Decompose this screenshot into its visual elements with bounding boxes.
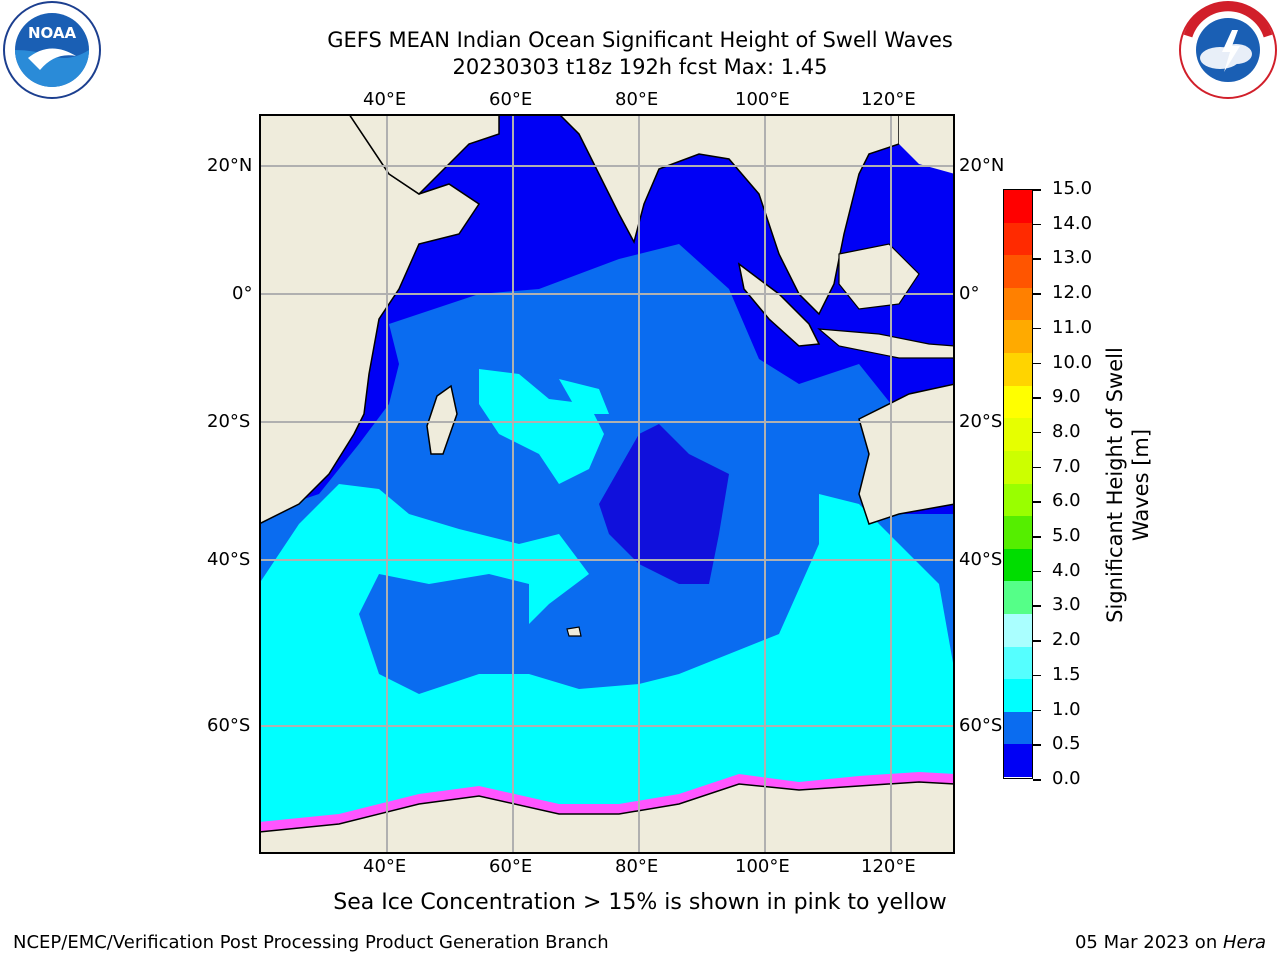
footer-host: Hera xyxy=(1222,932,1266,953)
lat-label-right-0: 0° xyxy=(959,283,980,304)
lat-label-left-20s: 20°S xyxy=(207,411,251,432)
colorbar-segment xyxy=(1004,711,1032,745)
land-australia xyxy=(858,383,955,525)
colorbar xyxy=(1003,189,1033,779)
colorbar-tick-mark xyxy=(1033,189,1041,191)
colorbar-tick-mark xyxy=(1033,709,1041,712)
lon-label-bottom-60e: 60°E xyxy=(489,856,533,877)
colorbar-segment xyxy=(1004,483,1032,517)
colorbar-tick-mark xyxy=(1033,327,1041,330)
colorbar-segment xyxy=(1004,385,1032,419)
lon-label-top-60e: 60°E xyxy=(489,89,533,110)
colorbar-tick-mark xyxy=(1033,466,1041,469)
lat-label-left-0: 0° xyxy=(232,283,253,304)
colorbar-tick-mark xyxy=(1033,570,1041,573)
colorbar-tick-mark xyxy=(1033,501,1041,503)
nws-logo xyxy=(1176,0,1280,104)
colorbar-tick-label: 12.0 xyxy=(1052,282,1093,304)
lon-label-top-100e: 100°E xyxy=(735,89,790,110)
lat-label-left-60s: 60°S xyxy=(207,715,251,736)
gridlines xyxy=(259,114,955,854)
lon-label-top-40e: 40°E xyxy=(363,89,407,110)
colorbar-segment xyxy=(1004,581,1032,615)
colorbar-tick-label: 1.5 xyxy=(1052,663,1081,685)
colorbar-tick-mark xyxy=(1033,223,1041,226)
colorbar-segment xyxy=(1004,353,1032,387)
map-frame xyxy=(259,114,955,854)
svg-text:NOAA: NOAA xyxy=(28,24,77,42)
colorbar-tick-label: 6.0 xyxy=(1052,490,1081,512)
lon-label-bottom-80e: 80°E xyxy=(615,856,659,877)
colorbar-tick-mark xyxy=(1033,605,1041,607)
colorbar-tick-label: 3.0 xyxy=(1052,594,1081,616)
colorbar-tick-label: 4.0 xyxy=(1052,559,1081,581)
land-kerguelen xyxy=(566,626,582,637)
land-borneo xyxy=(838,243,920,310)
colorbar-tick-mark xyxy=(1033,779,1041,781)
lat-label-right-20n: 20°N xyxy=(959,155,1005,176)
land-antarctica xyxy=(259,781,955,854)
colorbar-segment xyxy=(1004,516,1032,550)
colorbar-segment xyxy=(1004,744,1032,778)
colorbar-segment xyxy=(1004,646,1032,680)
colorbar-tick-mark xyxy=(1033,431,1041,434)
lon-label-top-120e: 120°E xyxy=(861,89,916,110)
colorbar-segment xyxy=(1004,679,1032,713)
colorbar-tick-mark xyxy=(1033,362,1041,365)
noaa-logo: NOAA xyxy=(0,0,104,104)
colorbar-tick-mark xyxy=(1033,536,1041,538)
colorbar-tick-label: 8.0 xyxy=(1052,420,1081,442)
footer-date: 05 Mar 2023 on Hera xyxy=(1074,932,1266,953)
colorbar-tick-mark xyxy=(1033,674,1041,677)
colorbar-segment xyxy=(1004,450,1032,484)
map-panel xyxy=(259,114,955,854)
colorbar-tick-label: 2.0 xyxy=(1052,629,1081,651)
colorbar-tick-label: 5.0 xyxy=(1052,525,1081,547)
colorbar-segment xyxy=(1004,255,1032,289)
land-java xyxy=(817,328,955,359)
colorbar-tick-label: 15.0 xyxy=(1052,178,1093,199)
colorbar-label: Significant Height of Swell Waves [m] xyxy=(1103,347,1153,623)
footer-branch: NCEP/EMC/Verification Post Processing Pr… xyxy=(13,932,609,953)
colorbar-segment xyxy=(1004,320,1032,354)
lat-label-left-40s: 40°S xyxy=(207,549,251,570)
land-madagascar xyxy=(426,384,458,455)
colorbar-segment xyxy=(1004,418,1032,452)
colorbar-segment xyxy=(1004,190,1032,224)
lon-label-top-80e: 80°E xyxy=(615,89,659,110)
colorbar-tick-label: 14.0 xyxy=(1052,212,1093,234)
colorbar-tick-label: 0.5 xyxy=(1052,733,1081,755)
chart-subtitle: 20230303 t18z 192h fcst Max: 1.45 xyxy=(452,55,828,79)
swell-patch-low xyxy=(599,424,729,584)
colorbar-tick-label: 9.0 xyxy=(1052,386,1081,408)
swell-patch xyxy=(479,369,604,484)
colorbar-tick-mark xyxy=(1033,397,1041,399)
lat-label-right-60s: 60°S xyxy=(959,715,1003,736)
sea-ice-caption: Sea Ice Concentration > 15% is shown in … xyxy=(333,890,947,915)
colorbar-tick-mark xyxy=(1033,258,1041,260)
swell-band-high xyxy=(259,484,955,854)
colorbar-tick-label: 10.0 xyxy=(1052,351,1093,373)
lat-label-right-20s: 20°S xyxy=(959,411,1003,432)
colorbar-tick-label: 7.0 xyxy=(1052,455,1081,477)
colorbar-tick-label: 1.0 xyxy=(1052,698,1081,720)
colorbar-segment xyxy=(1004,613,1032,648)
lon-label-bottom-100e: 100°E xyxy=(735,856,790,877)
colorbar-segment xyxy=(1004,287,1032,321)
lat-label-right-40s: 40°S xyxy=(959,549,1003,570)
colorbar-tick-mark xyxy=(1033,640,1041,642)
chart-title: GEFS MEAN Indian Ocean Significant Heigh… xyxy=(327,28,953,52)
land-asia xyxy=(499,114,900,316)
colorbar-segment xyxy=(1004,222,1032,256)
colorbar-tick-mark xyxy=(1033,744,1041,746)
lon-label-bottom-120e: 120°E xyxy=(861,856,916,877)
colorbar-tick-mark xyxy=(1033,293,1041,295)
colorbar-tick-label: 0.0 xyxy=(1052,768,1081,789)
lon-label-bottom-40e: 40°E xyxy=(363,856,407,877)
colorbar-tick-label: 13.0 xyxy=(1052,247,1093,269)
colorbar-segment xyxy=(1004,548,1032,582)
lat-label-left-20n: 20°N xyxy=(207,155,253,176)
colorbar-tick-label: 11.0 xyxy=(1052,316,1093,338)
